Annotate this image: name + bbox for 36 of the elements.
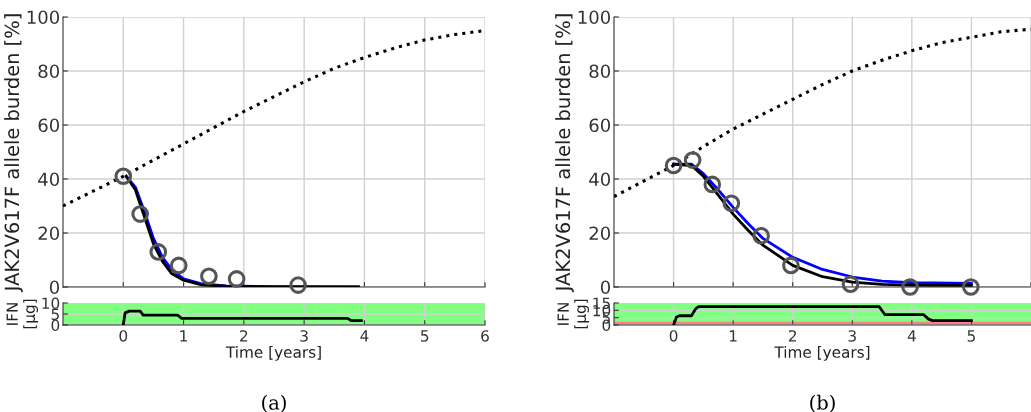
- y-tick-label: 100: [578, 10, 611, 25]
- y-tick-label: 5: [51, 308, 59, 321]
- x-tick-label: 1: [729, 330, 737, 342]
- x-tick-label: 5: [967, 330, 975, 342]
- x-tick-label: 2: [240, 330, 248, 342]
- y-tick-label: 40: [589, 172, 611, 187]
- y-tick-label: 40: [38, 172, 60, 187]
- text: (a): [262, 394, 286, 412]
- y-tick-label: 0: [49, 280, 60, 295]
- y-axis-title: JAK2V617F allele burden [%]: [555, 14, 574, 293]
- text: (b): [810, 394, 835, 412]
- y-tick-label: 20: [589, 226, 611, 241]
- x-tick-label: 6: [481, 330, 489, 342]
- x-axis-title: Time [years]: [225, 346, 321, 361]
- y-tick-label: 0: [600, 280, 611, 295]
- y-axis-title: JAK2V617F allele burden [%]: [4, 14, 23, 293]
- y-tick-label: 0: [51, 319, 60, 332]
- x-axis-title: Time [years]: [774, 346, 870, 361]
- y-tick-label: 60: [38, 118, 60, 133]
- y-tick-label: 80: [38, 64, 60, 79]
- y-tick-label: 20: [38, 226, 60, 241]
- x-tick-label: 2: [788, 330, 797, 342]
- x-tick-label: 5: [421, 330, 429, 342]
- y-axis-title: IFN [µg]: [557, 299, 589, 329]
- x-tick-label: 3: [848, 330, 856, 342]
- y-axis-title: IFN [µg]: [6, 299, 38, 329]
- y-tick-label: 100: [27, 10, 60, 25]
- x-tick-label: 3: [300, 330, 308, 342]
- y-tick-label: 80: [589, 64, 611, 79]
- x-tick-label: 1: [180, 330, 188, 342]
- x-tick-label: 4: [907, 330, 916, 342]
- x-tick-label: 0: [119, 330, 128, 342]
- y-tick-label: 60: [589, 118, 611, 133]
- y-tick-label: 10: [42, 297, 60, 310]
- x-tick-label: 4: [360, 330, 369, 342]
- x-tick-label: 0: [669, 330, 678, 342]
